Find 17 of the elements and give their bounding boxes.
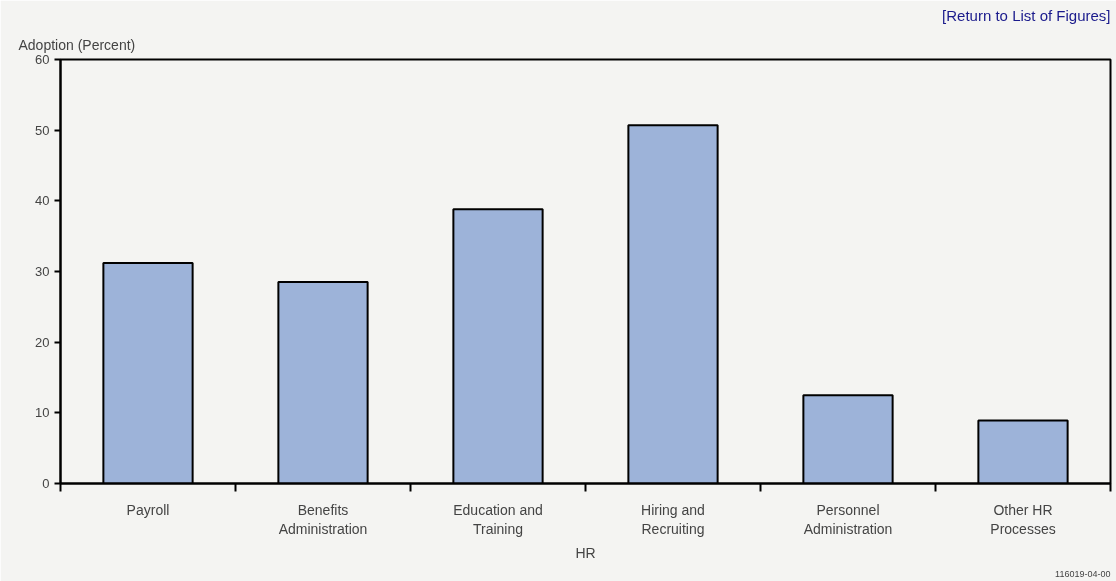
y-tick-label: 30 [35, 264, 50, 279]
text: 116019-04-00 [1055, 568, 1111, 579]
y-tick-label: 10 [35, 405, 50, 421]
y-tick-label: 60 [35, 52, 50, 67]
x-tick-label: Benefits Administration [278, 501, 368, 537]
x-tick-label: Payroll [126, 501, 170, 518]
y-tick-label: 40 [35, 193, 50, 209]
x-tick-label: Education and Training [453, 501, 543, 537]
y-tick-label: 0 [42, 476, 50, 491]
text: [Return to List of Figures] [942, 6, 1111, 24]
y-tick-label: 50 [35, 122, 50, 138]
x-axis-title: HR [575, 544, 596, 561]
y-axis-title: Adoption (Percent) [18, 36, 136, 53]
x-tick-label: Hiring and Recruiting [641, 501, 705, 537]
x-tick-label: Personnel Administration [803, 501, 893, 537]
y-tick-label: 20 [35, 334, 50, 350]
x-tick-label: Other HR Processes [990, 501, 1056, 537]
